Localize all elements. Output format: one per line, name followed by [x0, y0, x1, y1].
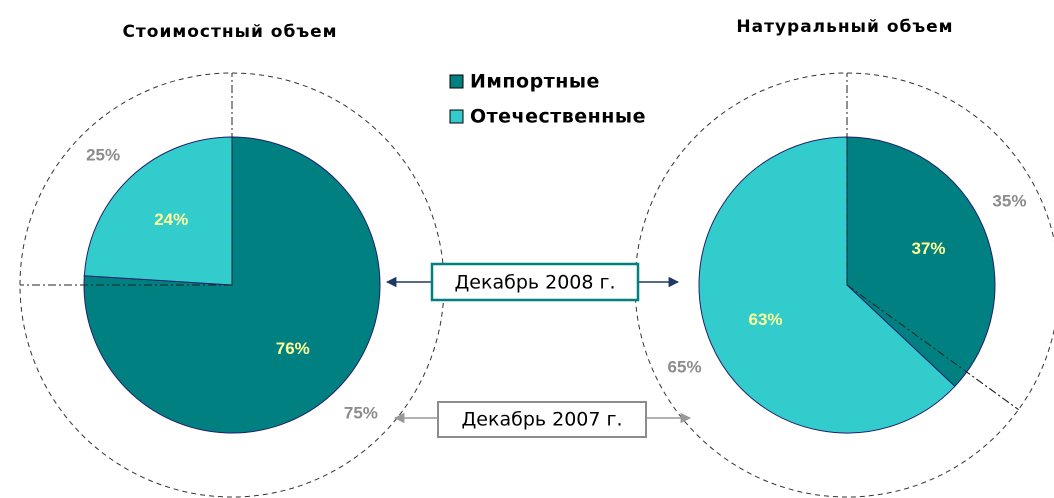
- period-box: [430, 262, 640, 302]
- period-box: [437, 401, 647, 438]
- period-label: Декабрь 2007 г.: [461, 409, 622, 431]
- legend-label: Импортные: [470, 71, 600, 93]
- pie-slice: [846, 136, 996, 388]
- slice-label: 63%: [748, 310, 782, 329]
- legend-label: Отечественные: [470, 106, 646, 128]
- outer-label: 75%: [344, 403, 378, 422]
- chart-title: Натуральный объем: [736, 17, 953, 37]
- outer-label: 35%: [992, 192, 1026, 211]
- outer-boundary: [846, 284, 1019, 411]
- chart-title: Стоимостный объем: [122, 22, 337, 42]
- pie-slice: [83, 136, 233, 286]
- legend-swatch: [449, 74, 464, 89]
- pie-slice: [698, 136, 956, 434]
- slice-label: 76%: [276, 339, 310, 358]
- outer-label: 65%: [668, 357, 702, 376]
- legend-swatch: [449, 109, 464, 124]
- outer-label: 25%: [86, 146, 120, 165]
- period-label: Декабрь 2008 г.: [454, 272, 615, 294]
- slice-label: 24%: [154, 210, 188, 229]
- slice-label: 37%: [911, 239, 945, 258]
